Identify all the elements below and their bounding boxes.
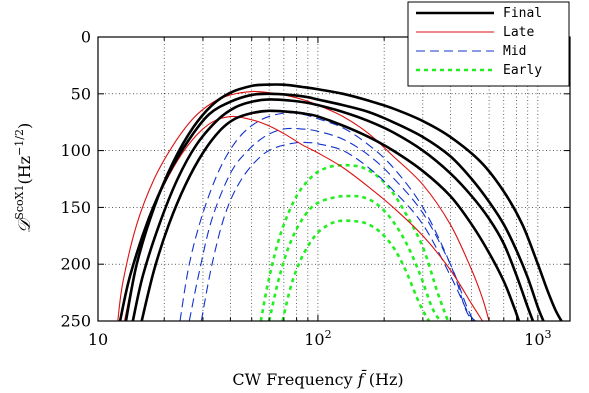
axis-ticks: 10 102 103 0 50 100 150 200 250 xyxy=(60,28,570,349)
x-tick-label: 103 xyxy=(524,328,551,349)
series-line-mid xyxy=(200,141,476,321)
series-line-mid xyxy=(188,127,475,321)
series-line-mid xyxy=(179,112,475,321)
series-line-final xyxy=(140,109,521,321)
y-tick-label: 150 xyxy=(60,198,91,217)
series-line-early xyxy=(259,163,450,321)
legend-label: Mid xyxy=(503,44,526,59)
series-layer xyxy=(117,83,563,321)
legend-label: Early xyxy=(503,63,542,78)
legend-label: Late xyxy=(503,25,534,40)
y-tick-label: 100 xyxy=(60,141,91,160)
y-axis-label: 𝒟ScoX1(Hz−1/2) xyxy=(13,123,35,234)
series-line-final xyxy=(118,92,545,321)
y-tick-label: 50 xyxy=(71,84,91,103)
legend-label: Final xyxy=(503,6,542,21)
y-tick-label: 0 xyxy=(81,28,91,47)
y-tick-label: 250 xyxy=(60,312,91,331)
series-line-final xyxy=(131,98,535,321)
y-tick-label: 200 xyxy=(60,255,91,274)
series-line-final xyxy=(124,83,563,321)
legend-box xyxy=(407,1,570,87)
plot-frame xyxy=(97,36,571,322)
legend: Final Late Mid Early xyxy=(407,1,570,87)
x-axis-label: CW Frequency f̄ (Hz) xyxy=(232,368,403,389)
x-tick-label: 102 xyxy=(304,328,331,349)
series-line-early xyxy=(281,219,431,321)
series-line-early xyxy=(267,194,442,321)
x-tick-label: 10 xyxy=(88,330,108,349)
